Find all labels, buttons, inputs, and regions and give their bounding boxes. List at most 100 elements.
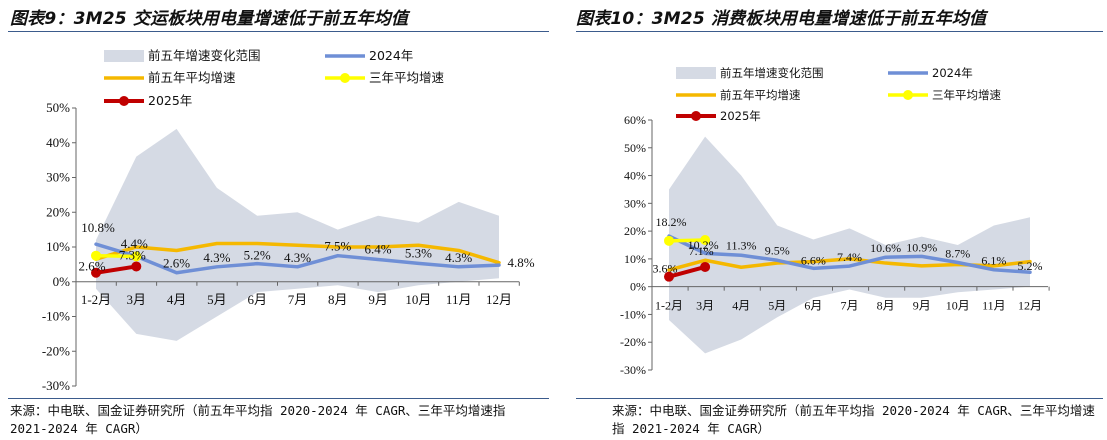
y-tick-label: 40%	[624, 169, 646, 183]
x-tick-label: 9月	[368, 292, 388, 307]
series-line-avg5	[94, 241, 501, 265]
series-line-2024	[94, 242, 501, 275]
y-tick-label: -30%	[42, 378, 70, 393]
x-tick-label: 3月	[127, 292, 147, 307]
data-label-2024: 2.6%	[163, 256, 190, 271]
legend-label-avg3: 三年平均增速	[932, 88, 1001, 102]
data-label-2024: 8.7%	[945, 247, 970, 261]
series-point-avg3	[91, 250, 101, 261]
y-tick-label: -20%	[620, 335, 646, 349]
data-label-2024: 7.5%	[324, 239, 351, 254]
data-label-2024: 4.3%	[284, 250, 311, 265]
legend-label-avg5: 前五年平均增速	[148, 70, 236, 85]
series-point-2025	[91, 267, 101, 278]
chart-canvas: 60% 50% 40% 30% 20% 10% 0% -10% -20% -30% 1-2月 3月 4月…	[620, 66, 1050, 377]
x-tick-label: 12月	[486, 292, 512, 307]
series-line-avg3	[667, 238, 707, 243]
data-label-2024: 6.1%	[981, 254, 1006, 268]
x-tick-label: 5月	[768, 299, 786, 313]
data-label-2024: 18.2%	[656, 215, 687, 229]
series-point-avg3	[131, 251, 142, 262]
series-point-2025	[700, 261, 711, 272]
legend-label-avg5: 前五年平均增速	[720, 88, 801, 102]
data-label-2024: 4.3%	[203, 250, 230, 265]
divider	[8, 31, 549, 32]
divider	[576, 31, 1103, 32]
x-tick-label: 3月	[696, 299, 714, 313]
data-label-2024: 5.2%	[244, 248, 271, 263]
y-tick-label: 0%	[630, 280, 646, 294]
data-label-2024: 6.4%	[365, 242, 392, 257]
legend-swatch-avg3-marker	[903, 90, 913, 100]
series-line-2025	[667, 264, 708, 279]
chart-title: 图表10：3M25 消费板块用电量增速低于前五年均值	[576, 9, 987, 29]
data-label-2025: 2.6%	[78, 259, 105, 274]
y-tick-label: 30%	[46, 170, 70, 185]
data-label-avg3: 10.2%	[688, 238, 719, 252]
legend-label-avg3: 三年平均增速	[369, 70, 445, 85]
chart-canvas: 50% 40% 30% 20% 10% 0% -10% -20% -30% 1-2月 3月 4月 5月 6…	[42, 48, 535, 393]
y-tick-label: 50%	[624, 141, 646, 155]
x-tick-label: 7月	[840, 299, 858, 313]
series-point-2025	[664, 271, 674, 282]
y-tick-label: -20%	[42, 343, 70, 358]
y-tick-label: -10%	[42, 309, 70, 324]
y-tick-label: 10%	[624, 252, 646, 266]
legend-swatch-2025-marker	[119, 96, 129, 106]
y-tick-label: -10%	[620, 307, 646, 321]
x-tick-label: 11月	[982, 299, 1006, 313]
x-tick-label: 6月	[247, 292, 267, 307]
x-tick-label: 8月	[328, 292, 348, 307]
range-band	[96, 128, 499, 341]
range-band	[669, 136, 1030, 354]
data-label-2024: 5.3%	[405, 245, 432, 260]
legend-swatch-2025-marker	[691, 111, 701, 121]
divider	[8, 398, 549, 399]
x-tick-label: 8月	[877, 299, 895, 313]
data-label-2024: 9.5%	[765, 243, 790, 257]
data-label-2024: 5.2%	[1018, 259, 1043, 273]
x-tick-label: 5月	[207, 292, 227, 307]
y-tick-label: 20%	[624, 224, 646, 238]
data-label-2025: 7.1%	[689, 244, 714, 258]
legend-label-range: 前五年增速变化范围	[720, 66, 824, 80]
data-label-2024: 11.3%	[726, 238, 757, 252]
x-tick-label: 9月	[913, 299, 931, 313]
x-tick-label: 10月	[405, 292, 431, 307]
x-tick-label: 1-2月	[81, 292, 111, 307]
legend-label-2024: 2024年	[932, 66, 973, 80]
x-tick-label: 7月	[288, 292, 308, 307]
legend-label-2024: 2024年	[369, 48, 413, 63]
series-line-2025	[94, 264, 139, 275]
x-tick-label: 4月	[167, 292, 187, 307]
y-tick-label: 30%	[624, 196, 646, 210]
y-tick-label: 40%	[46, 135, 70, 150]
data-label-2025: 3.6%	[653, 262, 678, 276]
y-tick-label: 10%	[46, 239, 70, 254]
data-label-2024: 4.3%	[445, 250, 472, 265]
data-label-2024: 7.4%	[837, 250, 862, 264]
series-point-avg3	[664, 235, 674, 246]
chart-panel-1: 图表9：3M25 交运板块用电量增速低于前五年均值 50% 40% 30% 20% 10…	[0, 0, 553, 440]
legend-label-range: 前五年增速变化范围	[148, 48, 261, 63]
x-tick-label: 10月	[946, 299, 970, 313]
legend-swatch-range	[676, 67, 716, 79]
legend-label-2025: 2025年	[720, 109, 761, 123]
legend-label-2025: 2025年	[148, 93, 192, 108]
source-note: 来源：中电联、国金证券研究所（前五年平均指 2020-2024 年 CAGR、三…	[10, 403, 506, 436]
y-tick-label: 60%	[624, 113, 646, 127]
data-label-2024: 4.8%	[507, 255, 534, 270]
x-tick-label: 4月	[732, 299, 750, 313]
series-line-avg3	[94, 253, 139, 259]
divider	[576, 398, 1103, 399]
legend-swatch-avg3-marker	[340, 73, 350, 83]
y-tick-label: 0%	[53, 274, 71, 289]
data-label-avg3: 4.4%	[121, 236, 148, 251]
data-label-2024: 10.8%	[81, 220, 115, 235]
data-label-2024: 10.9%	[906, 240, 937, 254]
data-label-2024: 6.6%	[801, 253, 826, 267]
series-line-2024	[667, 234, 1032, 274]
x-tick-label: 6月	[804, 299, 822, 313]
legend-swatch-range	[104, 50, 144, 62]
y-tick-label: 50%	[46, 100, 70, 115]
